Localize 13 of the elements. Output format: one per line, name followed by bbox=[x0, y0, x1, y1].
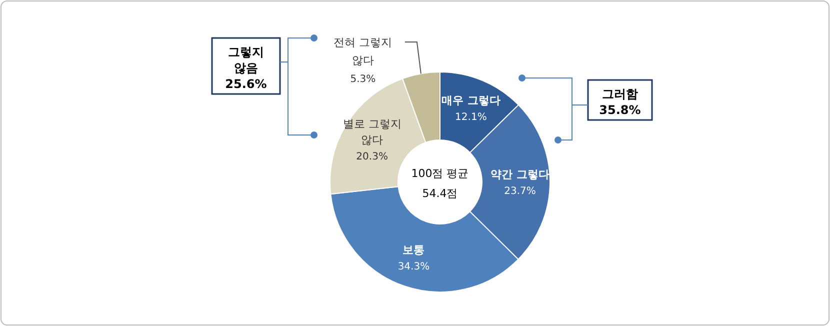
data-label: 12.1% bbox=[455, 112, 487, 124]
slice-label: 보통 bbox=[402, 244, 425, 257]
data-label: 23.7% bbox=[504, 186, 536, 198]
slice-label: 매우 그렇다 bbox=[442, 94, 500, 108]
data-label: 20.3% bbox=[356, 152, 388, 163]
text: 그러함 35.8% bbox=[599, 87, 641, 117]
slice-label: 전혀 그렇지 않다 bbox=[334, 36, 392, 67]
text: 100점 평균 54.4점 bbox=[411, 167, 469, 200]
data-label: 5.3% bbox=[350, 74, 376, 85]
text: 그렇지 않음 25.6% bbox=[225, 45, 267, 91]
slice-label: 별로 그렇지 않다 bbox=[342, 118, 402, 147]
data-label: 34.3% bbox=[398, 262, 430, 273]
slice-label: 약간 그렇다 bbox=[490, 168, 550, 182]
